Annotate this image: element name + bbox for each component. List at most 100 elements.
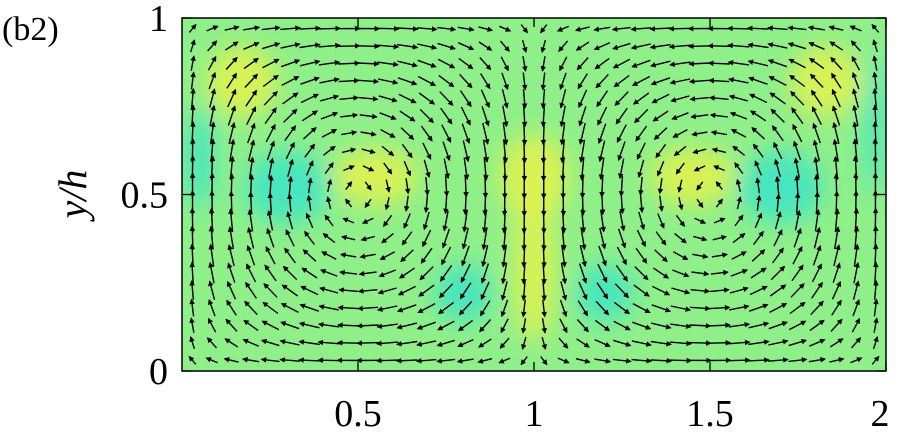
velocity-arrow [189,261,195,284]
velocity-arrow [207,40,218,52]
velocity-arrow [357,305,379,312]
velocity-arrow [279,339,300,346]
y-axis-label: y/h [50,170,95,223]
velocity-arrow [715,181,723,191]
velocity-arrow [376,323,398,330]
velocity-arrow [849,25,862,32]
velocity-arrow [345,181,353,191]
velocity-arrow [243,57,260,70]
velocity-arrow [375,340,399,347]
panel-label: (b2) [2,11,59,48]
velocity-arrow [282,92,299,105]
velocity-arrow [248,173,255,197]
velocity-arrow [656,160,665,177]
velocity-arrow [417,43,438,50]
velocity-arrow [559,56,568,72]
velocity-arrow [578,89,588,109]
velocity-arrow [630,43,651,50]
velocity-arrow [773,141,783,160]
velocity-arrow [598,140,606,163]
velocity-arrow [852,298,860,317]
velocity-arrow [205,357,218,364]
velocity-arrow [576,57,589,71]
velocity-arrow [459,282,472,300]
velocity-arrow [319,77,340,84]
velocity-arrow [189,279,195,301]
velocity-arrow [422,211,430,231]
velocity-arrow [540,72,547,91]
velocity-arrow [247,122,256,144]
velocity-arrow [188,23,197,33]
velocity-arrow [206,337,218,349]
velocity-arrow [378,269,396,278]
velocity-arrow [521,88,528,110]
velocity-arrow [284,125,297,142]
velocity-arrow [478,26,494,32]
velocity-arrow [337,304,359,311]
velocity-arrow [696,198,704,209]
velocity-arrow [520,24,528,34]
velocity-arrow [541,299,547,318]
velocity-arrow [319,286,339,294]
velocity-arrow [748,93,768,104]
velocity-arrow [611,26,631,32]
velocity-arrow [267,192,274,214]
velocity-arrow [241,357,260,363]
velocity-arrow [280,42,301,49]
velocity-arrow [521,72,528,91]
velocity-arrow [356,340,379,346]
velocity-arrow [575,41,590,51]
velocity-arrow [688,78,710,85]
velocity-arrow [377,61,399,68]
velocity-arrow [726,25,750,32]
velocity-arrow [669,78,691,85]
velocity-arrow [281,284,299,297]
velocity-arrow [752,143,764,158]
velocity-arrow [694,217,707,224]
y-tick-labels: 00.51 [121,0,169,393]
velocity-arrow [379,112,397,121]
velocity-arrow [713,217,726,224]
velocity-arrow [852,155,859,181]
velocity-arrow [831,280,842,300]
velocity-arrow [261,42,281,50]
velocity-arrow [612,339,632,347]
velocity-arrow [317,357,340,364]
velocity-arrow [793,140,802,161]
velocity-arrow [540,88,547,110]
velocity-arrow [754,160,763,176]
velocity-arrow [577,73,588,90]
velocity-arrow [317,339,340,346]
velocity-arrow [457,26,475,32]
velocity-arrow [558,40,569,52]
velocity-arrow [632,92,650,105]
y-tick-label: 0 [149,351,168,393]
velocity-arrow [440,107,453,125]
velocity-arrow [649,26,672,32]
velocity-arrow [242,25,261,31]
velocity-arrow [318,42,341,49]
velocity-arrow [300,93,320,104]
velocity-arrow [769,284,787,297]
velocity-arrow [689,305,711,312]
velocity-arrow [613,301,631,315]
velocity-arrow [713,165,725,172]
velocity-arrow [614,283,630,299]
velocity-arrow [632,302,651,314]
velocity-arrow [480,73,491,90]
velocity-arrow [615,264,628,282]
velocity-arrow [207,55,217,71]
velocity-arrow [286,193,293,213]
velocity-arrow [401,143,413,159]
velocity-arrow [831,299,842,316]
velocity-arrow [227,262,236,283]
velocity-arrow [668,25,692,32]
velocity-arrow [710,287,730,293]
velocity-arrow [748,357,770,363]
velocity-arrow [657,213,665,229]
velocity-arrow [808,357,827,363]
velocity-arrow [748,339,770,346]
velocity-arrow [789,74,806,88]
velocity-arrow [749,285,768,296]
velocity-arrow [851,88,859,108]
